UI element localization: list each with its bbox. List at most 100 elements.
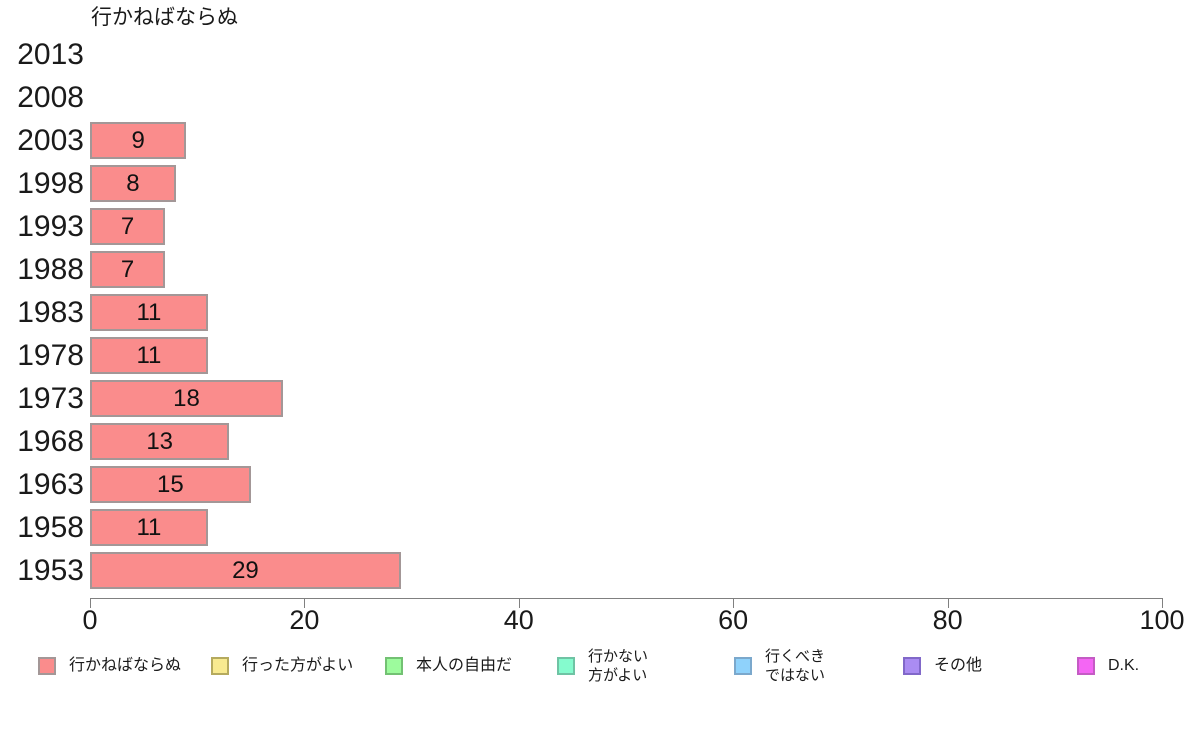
x-axis-tick-label: 20 (289, 605, 320, 635)
bar-value-label: 8 (126, 169, 140, 197)
legend-swatch-icon (557, 656, 575, 675)
x-axis-tick (90, 598, 91, 608)
y-axis-label: 1998 (17, 166, 84, 200)
chart-row: 1953 29 (0, 549, 1188, 592)
x-axis-tick (304, 598, 306, 608)
bar-track: 7 (90, 208, 1162, 245)
legend-item: 行かない 方がよい (557, 643, 648, 688)
plot-area: 2013 2008 2003 9 1998 8 19 (0, 33, 1188, 592)
legend-swatch-icon (38, 656, 56, 675)
legend-item: 行くべき ではない (734, 643, 825, 688)
y-axis-label: 2013 (17, 37, 84, 71)
bar-track: 13 (90, 423, 1162, 460)
chart-title: 行かねばならぬ (91, 6, 238, 29)
y-axis-label: 1973 (17, 381, 84, 415)
bar: 8 (90, 165, 176, 202)
bar-track: 8 (90, 165, 1162, 202)
chart-row: 1963 15 (0, 463, 1188, 506)
bar: 9 (90, 122, 187, 159)
legend-swatch-icon (903, 656, 921, 675)
chart-row: 1978 11 (0, 334, 1188, 377)
x-axis-tick-label: 0 (82, 605, 98, 635)
legend-label: その他 (934, 657, 983, 674)
x-axis-tick (733, 598, 735, 608)
legend-label: 行かねばならぬ (69, 657, 182, 674)
legend-item: その他 (903, 643, 982, 688)
x-axis-tick-label: 60 (718, 605, 749, 635)
y-axis-label: 1958 (17, 510, 84, 544)
bar: 7 (90, 251, 166, 288)
legend: 行かねばならぬ 行った方がよい 本人の自由だ 行かない 方がよい 行くべき ではない… (0, 643, 1188, 695)
x-axis-tick (947, 598, 949, 608)
x-axis-tick (518, 598, 520, 608)
legend-item: 行った方がよい (211, 643, 353, 688)
bar: 29 (90, 552, 401, 589)
y-axis-label: 2003 (17, 123, 84, 157)
bar-track: 7 (90, 251, 1162, 288)
x-axis: 0 20 40 60 80 100 (82, 598, 1185, 638)
legend-label: D.K. (1108, 657, 1140, 674)
bar: 11 (90, 337, 208, 374)
bar-value-label: 7 (120, 255, 135, 283)
bar-value-label: 9 (131, 126, 145, 154)
bar-value-label: 18 (173, 384, 200, 412)
chart-row: 1983 11 (0, 291, 1188, 334)
bar-value-label: 29 (232, 556, 259, 584)
y-axis-label: 1988 (17, 252, 84, 286)
bar: 13 (90, 423, 230, 460)
y-axis-label: 1968 (17, 424, 84, 458)
y-axis-label: 1978 (17, 338, 84, 372)
legend-item: 本人の自由だ (385, 643, 512, 688)
legend-item: D.K. (1077, 643, 1139, 688)
bar-value-label: 11 (136, 341, 162, 369)
x-axis-tick-label: 40 (503, 605, 534, 635)
legend-label: 行くべき ではない (765, 647, 826, 684)
chart-row: 2008 (0, 76, 1188, 119)
bar-value-label: 13 (146, 427, 174, 455)
legend-swatch-icon (385, 656, 403, 675)
y-axis-label: 1953 (17, 553, 84, 587)
y-axis-label: 1983 (17, 295, 84, 329)
x-axis-tick (1162, 598, 1163, 608)
bar-track (90, 36, 1162, 73)
chart-row: 2003 9 (0, 119, 1188, 162)
y-axis-label: 1993 (17, 209, 84, 243)
bar: 11 (90, 509, 208, 546)
bar-value-label: 11 (136, 298, 162, 326)
x-axis-line (90, 598, 1162, 599)
legend-label: 行かない 方がよい (588, 647, 649, 684)
chart-row: 1998 8 (0, 162, 1188, 205)
legend-swatch-icon (734, 656, 752, 675)
bar-track: 29 (90, 552, 1162, 589)
x-axis-tick-label: 100 (1139, 605, 1185, 635)
bar-track: 15 (90, 466, 1162, 503)
bar-track (90, 79, 1162, 116)
bar-track: 11 (90, 294, 1162, 331)
chart-row: 1958 11 (0, 506, 1188, 549)
chart-row: 1968 13 (0, 420, 1188, 463)
legend-label: 行った方がよい (242, 657, 354, 674)
chart-row: 2013 (0, 33, 1188, 76)
bar-track: 11 (90, 509, 1162, 546)
legend-swatch-icon (211, 656, 229, 675)
x-axis-tick-label: 80 (932, 605, 963, 635)
bar-value-label: 7 (120, 212, 135, 240)
bar: 7 (90, 208, 166, 245)
bar-value-label: 11 (136, 513, 162, 541)
bar-track: 11 (90, 337, 1162, 374)
bar: 11 (90, 294, 208, 331)
bar-value-label: 15 (157, 470, 184, 498)
legend-swatch-icon (1077, 656, 1095, 675)
bar: 15 (90, 466, 251, 503)
y-axis-label: 2008 (17, 80, 84, 114)
legend-item: 行かねばならぬ (38, 643, 181, 688)
bar-track: 18 (90, 380, 1162, 417)
chart-row: 1988 7 (0, 248, 1188, 291)
chart-row: 1993 7 (0, 205, 1188, 248)
chart-row: 1973 18 (0, 377, 1188, 420)
legend-label: 本人の自由だ (416, 657, 513, 674)
bar-track: 9 (90, 122, 1162, 159)
bar: 18 (90, 380, 283, 417)
y-axis-label: 1963 (17, 467, 84, 501)
